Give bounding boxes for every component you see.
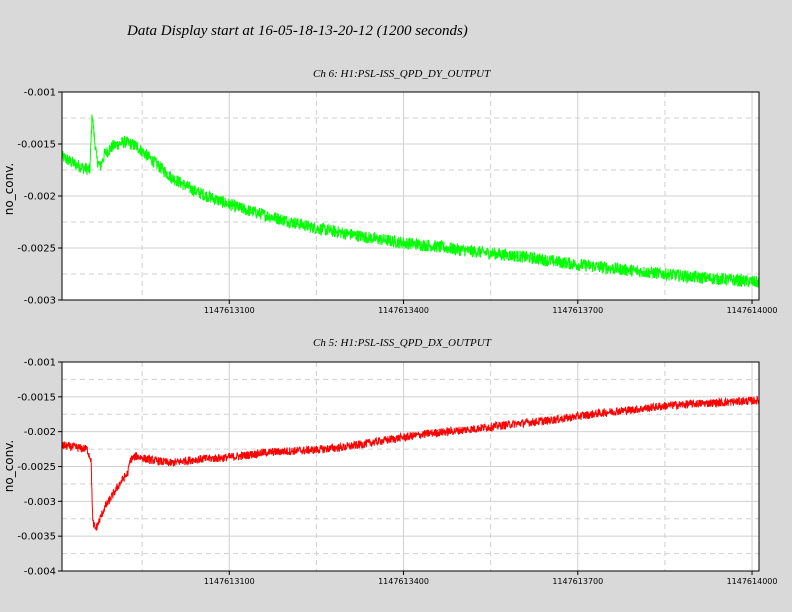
chart-title-ch6: Ch 6: H1:PSL-ISS_QPD_DY_OUTPUT bbox=[313, 68, 491, 80]
y-tick-label: -0.0015 bbox=[17, 392, 56, 403]
page-title: Data Display start at 16-05-18-13-20-12 … bbox=[127, 23, 468, 39]
y-tick-label: -0.0035 bbox=[17, 532, 56, 543]
x-tick-label: 1147613700 bbox=[552, 306, 603, 315]
y-tick-label: -0.002 bbox=[24, 192, 56, 203]
y-tick-label: -0.0015 bbox=[17, 140, 56, 151]
x-tick-label: 1147613400 bbox=[378, 306, 429, 315]
series-line bbox=[61, 395, 760, 531]
x-tick-label: 1147613100 bbox=[204, 306, 255, 315]
y-tick-label: -0.002 bbox=[24, 427, 56, 438]
y-tick-label: -0.001 bbox=[24, 358, 56, 369]
x-tick-label: 1147613700 bbox=[552, 577, 603, 586]
y-tick-label: -0.0025 bbox=[17, 462, 56, 473]
x-tick-label: 1147614000 bbox=[727, 306, 778, 315]
x-tick-label: 1147613400 bbox=[378, 577, 429, 586]
chart-panel-1: -0.004 -0.0035 -0.003 -0.0025 -0.002 -0.0015 -… bbox=[17, 358, 777, 587]
series-line bbox=[61, 114, 760, 288]
y-tick-label: -0.0025 bbox=[17, 244, 56, 255]
y-tick-label: -0.003 bbox=[24, 497, 56, 508]
y-tick-label: -0.003 bbox=[24, 296, 56, 307]
y-tick-label: -0.004 bbox=[24, 567, 56, 578]
x-tick-label: 1147614000 bbox=[727, 577, 778, 586]
y-tick-label: -0.001 bbox=[24, 88, 56, 99]
x-tick-label: 1147613100 bbox=[204, 577, 255, 586]
chart-panel-0: -0.003 -0.0025 -0.002 -0.0015 -0.001 11476131… bbox=[17, 88, 777, 316]
chart-title-ch5: Ch 5: H1:PSL-ISS_QPD_DX_OUTPUT bbox=[313, 337, 491, 349]
